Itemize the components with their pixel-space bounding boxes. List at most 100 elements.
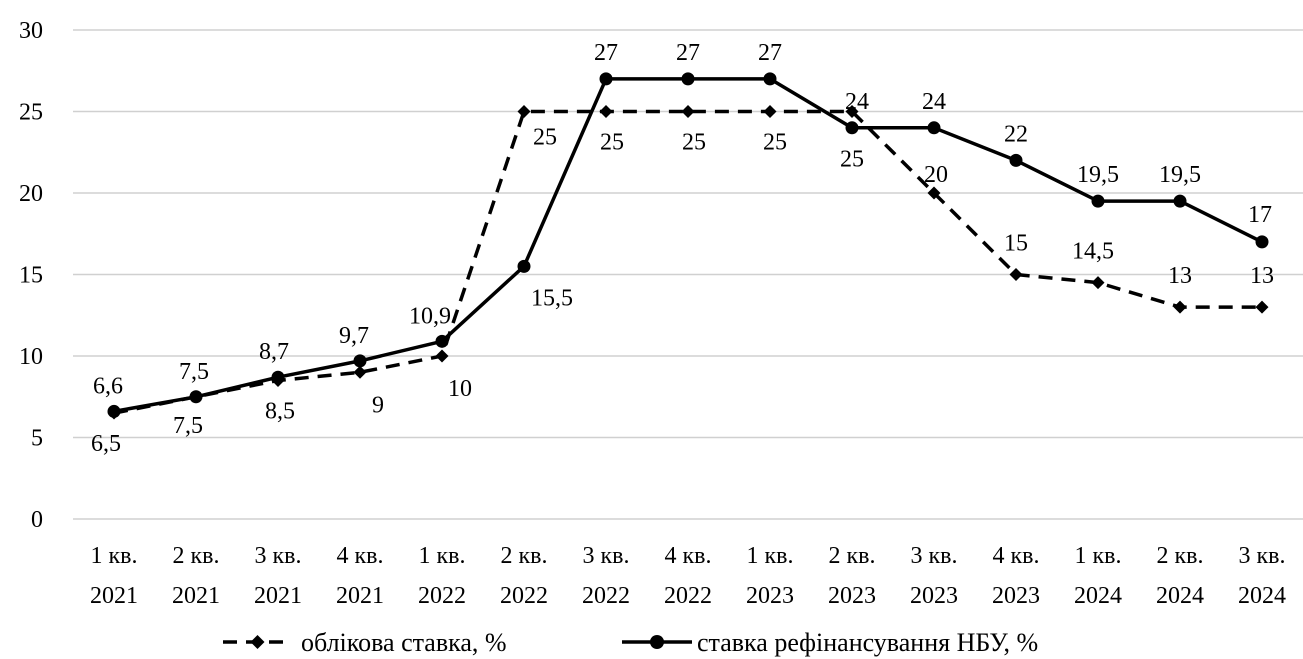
series-0-marker-10 [927, 186, 941, 200]
x-tick-label-4-year: 2022 [418, 583, 466, 609]
data-labels: 6,5 7,5 8,5 9 10 25 25 25 25 25 20 15 14,5 13 13 6,6 7,5… [91, 40, 1274, 457]
x-tick-label-4-quarter: 1 кв. [419, 543, 466, 569]
legend-circle-marker [650, 635, 664, 649]
x-tick-label-0-year: 2021 [90, 583, 138, 609]
x-tick-label-6-year: 2022 [582, 583, 630, 609]
series-0-data-label-14: 13 [1250, 263, 1274, 289]
series-0-data-label-2: 8,5 [265, 398, 295, 424]
series-0-marker-3 [353, 365, 367, 379]
series-1-marker-6 [599, 72, 613, 86]
legend: облікова ставка, % ставка рефінансування… [223, 628, 1038, 657]
x-tick-label-13-quarter: 2 кв. [1157, 543, 1204, 569]
series-0-marker-4 [435, 349, 449, 363]
series-0-marker-5 [517, 105, 531, 118]
series-0-data-label-13: 13 [1168, 263, 1192, 289]
series-1-marker-14 [1255, 235, 1269, 249]
x-tick-label-14-year: 2024 [1238, 583, 1286, 609]
series-1-marker-0 [107, 404, 121, 418]
series-1-data-label-11: 22 [1004, 121, 1028, 147]
series-0-data-label-10: 20 [924, 162, 948, 188]
series-0-data-label-0: 6,5 [91, 431, 121, 457]
series-1-marker-5 [517, 259, 531, 273]
x-tick-label-5-year: 2022 [500, 583, 548, 609]
series-1-data-label-12: 19,5 [1077, 162, 1119, 188]
x-tick-label-6-quarter: 3 кв. [583, 543, 630, 569]
x-tick-label-8-year: 2023 [746, 583, 794, 609]
series-0-data-label-8: 25 [763, 130, 787, 156]
x-tick-label-8-quarter: 1 кв. [747, 543, 794, 569]
series-1-data-label-13: 19,5 [1159, 162, 1201, 188]
grid-lines [73, 29, 1303, 520]
series-1-data-label-2: 8,7 [259, 339, 289, 365]
series-1-marker-9 [845, 121, 859, 135]
series-0-data-label-3: 9 [372, 392, 384, 418]
series-1-data-label-8: 27 [758, 40, 782, 66]
series-0-data-label-9: 25 [840, 147, 864, 173]
y-tick-label-10: 10 [19, 344, 43, 370]
series-1-data-label-7: 27 [676, 40, 700, 66]
series-1-marker-12 [1091, 194, 1105, 208]
series-0-data-label-12: 14,5 [1072, 239, 1114, 265]
series-1-data-label-14: 17 [1248, 202, 1272, 228]
x-tick-label-0-quarter: 1 кв. [91, 543, 138, 569]
y-tick-label-20: 20 [19, 181, 43, 207]
series-1-marker-2 [271, 370, 285, 384]
series-1-data-label-9: 24 [845, 89, 869, 115]
legend-label-refinancing-rate: ставка рефінансування НБУ, % [697, 628, 1038, 657]
series-0-marker-13 [1173, 300, 1187, 314]
series-0-marker-12 [1091, 276, 1105, 290]
x-tick-label-2-year: 2021 [254, 583, 302, 609]
x-tick-label-7-quarter: 4 кв. [665, 543, 712, 569]
series-1-marker-3 [353, 354, 367, 368]
series-1-marker-10 [927, 121, 941, 135]
series-0-data-label-5: 25 [533, 125, 557, 151]
x-tick-label-3-year: 2021 [336, 583, 384, 609]
x-tick-label-5-quarter: 2 кв. [501, 543, 548, 569]
series-1-marker-11 [1009, 153, 1023, 167]
y-tick-label-0: 0 [31, 507, 43, 533]
series-0-data-label-7: 25 [682, 130, 706, 156]
x-tick-label-10-quarter: 3 кв. [911, 543, 958, 569]
series-1-data-label-3: 9,7 [339, 323, 369, 349]
x-axis-categories: 1 кв. 2021 2 кв. 2021 3 кв. 2021 4 кв. 2021 1 кв… [90, 543, 1286, 609]
series-0-marker-8 [763, 105, 777, 118]
series-line-0 [113, 109, 1262, 415]
series-0-data-label-11: 15 [1004, 231, 1028, 257]
series-1-data-label-1: 7,5 [179, 359, 209, 385]
legend-item-discount-rate: облікова ставка, % [223, 628, 507, 657]
series-0-marker-11 [1009, 268, 1023, 281]
series-1-data-label-0: 6,6 [93, 373, 123, 399]
series-0-data-label-1: 7,5 [173, 413, 203, 439]
series-1-marker-13 [1173, 194, 1187, 208]
series-1-marker-7 [681, 72, 695, 86]
series-0-marker-14 [1255, 300, 1269, 314]
x-tick-label-14-quarter: 3 кв. [1239, 543, 1286, 569]
series-markers [107, 72, 1269, 420]
x-tick-label-13-year: 2024 [1156, 583, 1204, 609]
legend-diamond-marker [250, 635, 265, 649]
x-tick-label-1-year: 2021 [172, 583, 220, 609]
y-axis-ticks: 0 5 10 15 20 25 30 [19, 18, 43, 533]
series-0-marker-9 [845, 105, 859, 118]
series-0-data-label-4: 10 [448, 376, 472, 402]
series-1-marker-4 [435, 334, 449, 348]
series-1-data-label-6: 27 [594, 40, 618, 66]
x-tick-label-12-year: 2024 [1074, 583, 1122, 609]
y-tick-label-5: 5 [31, 426, 43, 452]
legend-item-refinancing-rate: ставка рефінансування НБУ, % [622, 628, 1038, 657]
series-1-marker-1 [189, 390, 203, 404]
x-tick-label-11-year: 2023 [992, 583, 1040, 609]
x-tick-label-9-year: 2023 [828, 583, 876, 609]
series-0-marker-7 [681, 105, 695, 118]
y-tick-label-15: 15 [19, 263, 43, 289]
x-tick-label-12-quarter: 1 кв. [1075, 543, 1122, 569]
x-tick-label-1-quarter: 2 кв. [173, 543, 220, 569]
x-tick-label-2-quarter: 3 кв. [255, 543, 302, 569]
y-tick-label-25: 25 [19, 100, 43, 126]
x-tick-label-7-year: 2022 [664, 583, 712, 609]
series-1-data-label-10: 24 [922, 89, 946, 115]
series-1-data-label-4: 10,9 [409, 303, 451, 329]
x-tick-label-3-quarter: 4 кв. [337, 543, 384, 569]
x-tick-label-11-quarter: 4 кв. [993, 543, 1040, 569]
